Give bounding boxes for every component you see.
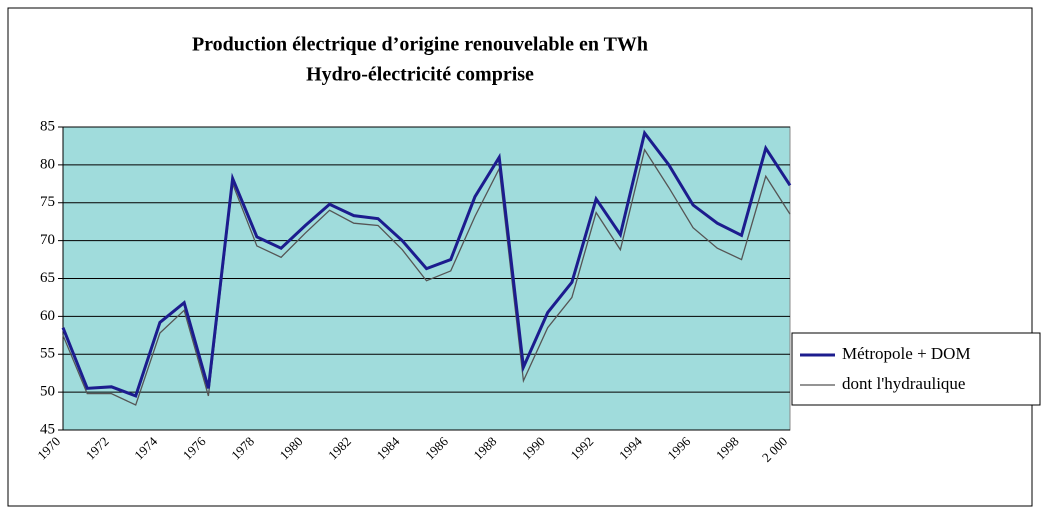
legend-label: Métropole + DOM (842, 344, 971, 363)
y-tick-label: 65 (40, 270, 55, 286)
y-tick-label: 85 (40, 118, 55, 134)
line-series (61, 129, 792, 398)
line-series (62, 148, 791, 406)
y-tick-label: 75 (40, 194, 55, 210)
y-tick-label: 55 (40, 346, 55, 362)
y-tick-label: 50 (40, 384, 55, 400)
legend-label: dont l'hydraulique (842, 374, 965, 393)
y-tick-label: 45 (40, 421, 55, 437)
chart-title: Production électrique d’origine renouvel… (192, 34, 648, 56)
y-tick-label: 70 (40, 232, 55, 248)
chart-subtitle: Hydro-électricité comprise (306, 64, 534, 86)
y-tick-label: 80 (40, 156, 55, 172)
legend-box (791, 332, 1041, 406)
y-tick-label: 60 (40, 308, 55, 324)
